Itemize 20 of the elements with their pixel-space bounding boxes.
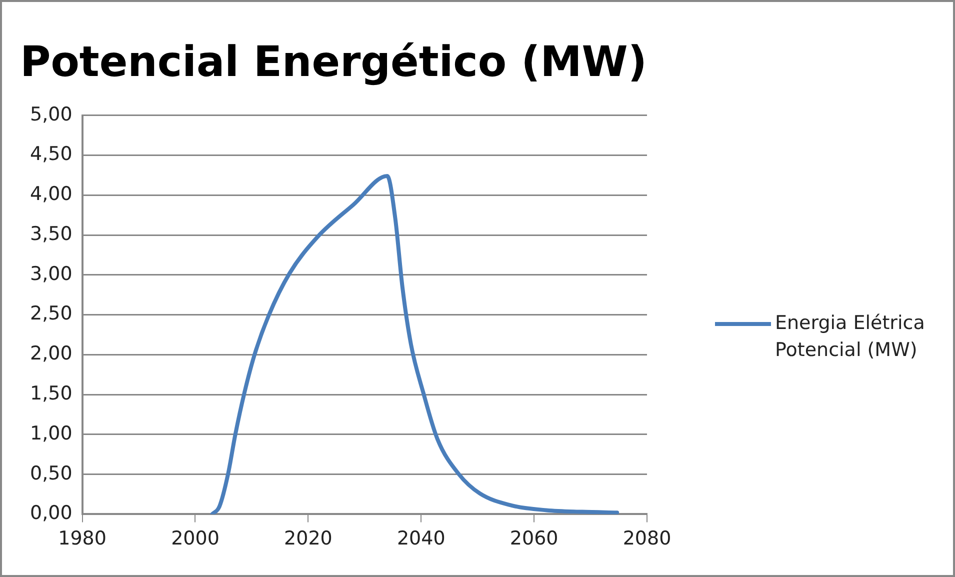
x-tick-label: 2060 [510,528,558,550]
y-tick-label: 5,00 [30,103,72,126]
x-tick-label: 2040 [396,528,446,550]
y-tick-label: 2,50 [30,302,72,325]
y-tick-label: 3,00 [30,262,72,285]
y-tick-label: 0,00 [30,502,72,524]
y-tick-label: 3,50 [30,222,72,245]
x-tick-label: 1980 [58,528,106,550]
y-tick-label: 0,50 [30,462,72,484]
x-tick-label: 2080 [622,528,672,550]
chart-title: Potencial Energético (MW) [20,37,647,86]
line-series [210,174,620,514]
legend-label: Energia Elétrica Potencial (MW) [775,311,926,363]
y-tick-label: 2,00 [30,342,72,365]
y-tick-label: 4,00 [30,183,72,206]
y-tick-label: 4,50 [30,143,72,166]
x-tick-label: 2020 [284,528,332,550]
y-tick-label: 1,00 [30,422,72,444]
y-tick-label: 1,50 [30,382,72,404]
x-tick-label: 2000 [171,528,220,550]
